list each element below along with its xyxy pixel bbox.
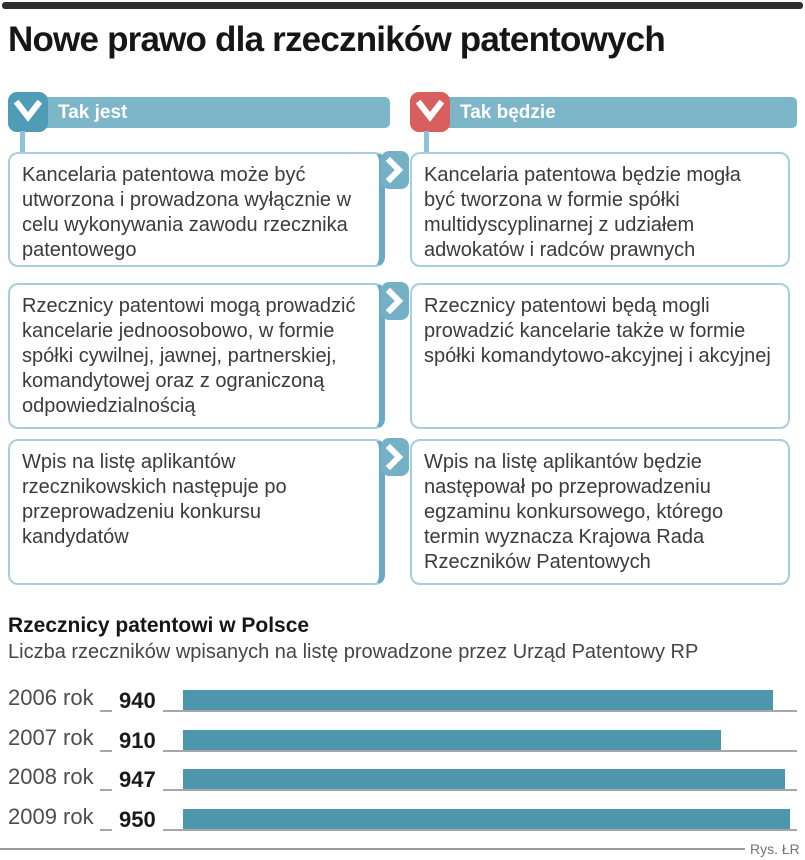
chevron-right-icon	[381, 282, 409, 320]
row-baseline	[100, 789, 797, 791]
future-box-2: Rzecznicy patentowi będą mogli prowadzić…	[410, 283, 790, 429]
bar-2009	[183, 809, 790, 829]
now-box-3: Wpis na listę aplikantów rzecznikowskich…	[8, 439, 385, 585]
credit-line	[0, 848, 745, 850]
bar-track	[183, 730, 790, 750]
now-box-2-text: Rzecznicy patentowi mogą prowadzić kance…	[22, 295, 356, 417]
value-label: 950	[112, 807, 163, 833]
year-label: 2009 rok	[8, 804, 94, 829]
bar-2006	[183, 690, 773, 710]
now-box-1: Kancelaria patentowa może być utworzona …	[8, 152, 385, 267]
chevron-down-icon	[8, 92, 48, 132]
future-box-3-text: Wpis na listę aplikantów będzie następow…	[424, 451, 724, 573]
chart-title: Rzecznicy patentowi w Polsce	[8, 614, 310, 637]
bar-track	[183, 809, 790, 829]
year-label: 2008 rok	[8, 764, 94, 789]
bar-track	[183, 769, 790, 789]
credit-text: Rys. ŁR	[750, 841, 800, 857]
chart-subtitle: Liczba rzeczników wpisanych na listę pro…	[8, 641, 699, 663]
column-header-now-label: Tak jest	[58, 102, 128, 123]
chart-row: 2007 rok 910	[0, 725, 805, 754]
chevron-right-icon	[381, 438, 409, 476]
bar-2008	[183, 769, 785, 789]
value-label: 940	[112, 688, 163, 714]
chevron-right-icon	[381, 151, 409, 189]
value-label: 910	[112, 728, 163, 754]
chart-row: 2009 rok 950	[0, 804, 805, 833]
column-header-now: Tak jest	[8, 97, 390, 128]
now-box-1-text: Kancelaria patentowa może być utworzona …	[22, 164, 352, 261]
bar-2007	[183, 730, 721, 750]
year-label: 2006 rok	[8, 685, 94, 710]
future-box-3: Wpis na listę aplikantów będzie następow…	[410, 439, 790, 585]
future-box-1-text: Kancelaria patentowa będzie mogła być tw…	[424, 164, 741, 261]
connector-line	[20, 131, 25, 153]
page-title: Nowe prawo dla rzeczników patentowych	[8, 20, 666, 59]
connector-line	[424, 131, 429, 153]
column-header-future: Tak będzie	[410, 97, 797, 128]
chart-row: 2006 rok 940	[0, 685, 805, 714]
value-label: 947	[112, 767, 163, 793]
now-box-2: Rzecznicy patentowi mogą prowadzić kance…	[8, 283, 385, 429]
top-rule	[2, 2, 803, 9]
column-header-future-label: Tak będzie	[460, 102, 556, 123]
row-baseline	[100, 710, 797, 712]
year-label: 2007 rok	[8, 725, 94, 750]
future-box-2-text: Rzecznicy patentowi będą mogli prowadzić…	[424, 295, 771, 367]
bar-track	[183, 690, 790, 710]
row-baseline	[100, 750, 797, 752]
future-box-1: Kancelaria patentowa będzie mogła być tw…	[410, 152, 790, 267]
chevron-down-icon	[410, 92, 450, 132]
row-baseline	[100, 829, 797, 831]
chart-row: 2008 rok 947	[0, 764, 805, 793]
now-box-3-text: Wpis na listę aplikantów rzecznikowskich…	[22, 451, 287, 548]
